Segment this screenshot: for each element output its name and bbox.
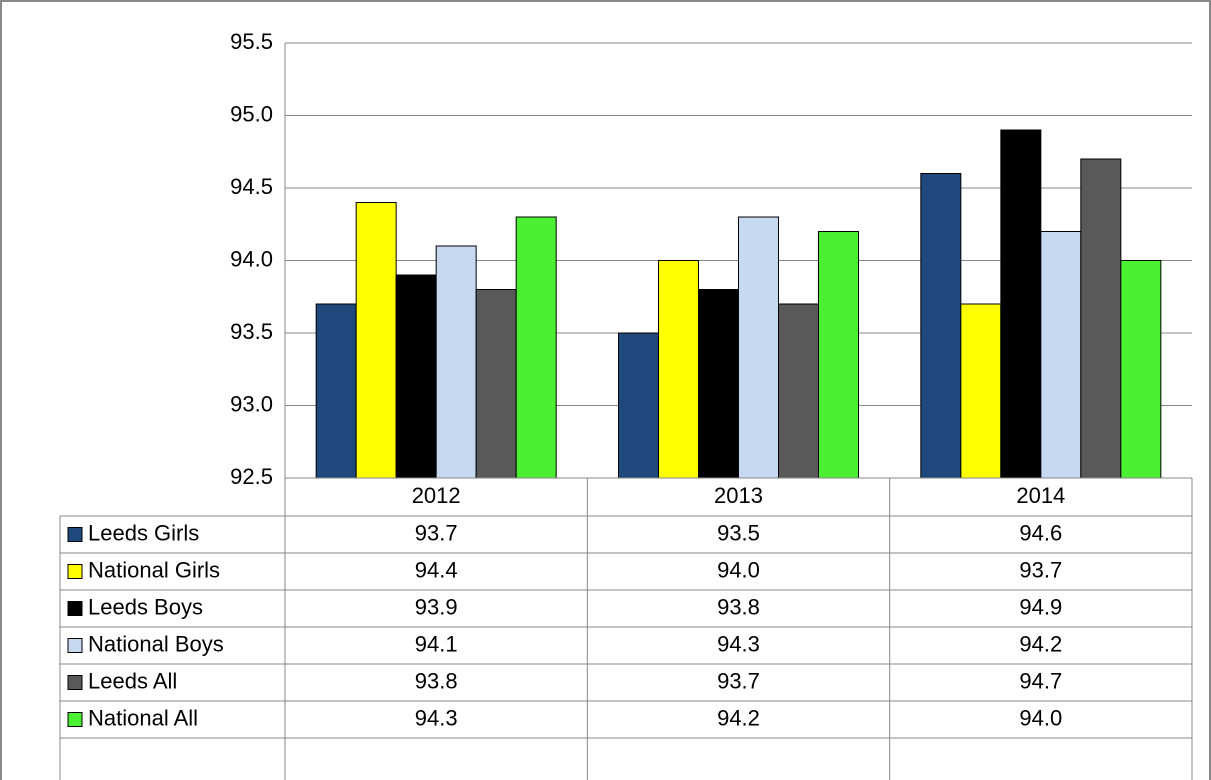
x-tick-label: 2013 bbox=[714, 483, 763, 508]
bar bbox=[515, 216, 557, 479]
legend-label: Leeds All bbox=[88, 668, 177, 693]
table-value: 94.0 bbox=[1019, 705, 1062, 730]
table-value: 94.3 bbox=[415, 705, 458, 730]
bar bbox=[960, 303, 1002, 479]
x-tick-label: 2014 bbox=[1016, 483, 1065, 508]
table-value: 94.7 bbox=[1019, 668, 1062, 693]
table-value: 93.5 bbox=[717, 520, 760, 545]
y-tick-label: 95.5 bbox=[230, 29, 273, 54]
x-tick-label: 2012 bbox=[412, 483, 461, 508]
y-tick-label: 92.5 bbox=[230, 464, 273, 489]
table-value: 94.4 bbox=[415, 557, 458, 582]
bar bbox=[475, 289, 517, 479]
bar bbox=[315, 303, 357, 479]
table-value: 94.2 bbox=[1019, 631, 1062, 656]
legend-key bbox=[67, 638, 83, 653]
table-value: 94.9 bbox=[1019, 594, 1062, 619]
bar bbox=[1000, 129, 1042, 479]
legend-label: Leeds Girls bbox=[88, 520, 199, 545]
table-value: 93.7 bbox=[415, 520, 458, 545]
table-value: 94.3 bbox=[717, 631, 760, 656]
bar bbox=[1080, 158, 1122, 479]
table-value: 94.0 bbox=[717, 557, 760, 582]
bar bbox=[738, 216, 779, 479]
legend-key bbox=[67, 527, 83, 542]
bar bbox=[920, 173, 962, 479]
bar bbox=[818, 231, 859, 479]
bar bbox=[778, 303, 819, 479]
table-value: 93.8 bbox=[717, 594, 760, 619]
legend-key bbox=[67, 675, 83, 690]
y-tick-label: 93.5 bbox=[230, 319, 273, 344]
y-tick-label: 93.0 bbox=[230, 391, 273, 416]
y-tick-label: 95.0 bbox=[230, 101, 273, 126]
table-value: 94.6 bbox=[1019, 520, 1062, 545]
legend-key bbox=[67, 564, 83, 579]
legend-key bbox=[67, 601, 83, 616]
table-value: 93.7 bbox=[1019, 557, 1062, 582]
bar bbox=[395, 274, 437, 479]
bar bbox=[658, 260, 699, 479]
bar bbox=[1120, 260, 1162, 479]
y-tick-label: 94.5 bbox=[230, 174, 273, 199]
legend-label: Leeds Boys bbox=[88, 594, 203, 619]
table-value: 94.1 bbox=[415, 631, 458, 656]
bar bbox=[355, 202, 397, 479]
bar bbox=[435, 245, 477, 479]
table-value: 93.8 bbox=[415, 668, 458, 693]
bar bbox=[1040, 231, 1082, 479]
bar bbox=[618, 332, 659, 479]
table-value: 93.7 bbox=[717, 668, 760, 693]
legend-label: National Boys bbox=[88, 631, 224, 656]
table-value: 94.2 bbox=[717, 705, 760, 730]
bar bbox=[698, 289, 739, 479]
legend-label: National Girls bbox=[88, 557, 220, 582]
table-value: 93.9 bbox=[415, 594, 458, 619]
legend-label: National All bbox=[88, 705, 198, 730]
y-tick-label: 94.0 bbox=[230, 246, 273, 271]
legend-key bbox=[67, 712, 83, 727]
